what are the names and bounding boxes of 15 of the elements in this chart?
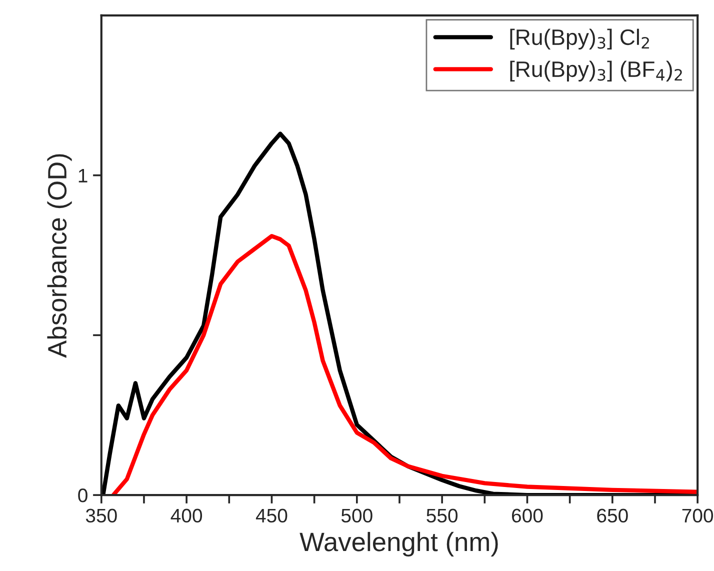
y-tick-label: 0 (78, 488, 88, 502)
legend-label: [Ru(Bpy)$_{3}$] Cl$_{2}$ (510, 28, 649, 50)
x-tick-label: 700 (682, 508, 714, 523)
x-tick-label: 400 (170, 508, 202, 523)
x-tick-label: 500 (341, 508, 372, 523)
x-tick-label: 600 (512, 508, 543, 523)
y-tick-label: 1 (78, 168, 88, 182)
x-tick-label: 350 (86, 508, 117, 523)
x-tick-label: 650 (597, 508, 628, 523)
line-series (111, 234, 698, 496)
x-tick-label: 450 (256, 508, 288, 523)
x-axis-title: Wavelenght (nm) (300, 532, 498, 557)
x-tick-label: 550 (426, 508, 458, 523)
legend-label: [Ru(Bpy)$_{3}$] (BF$_{4}$)$_{2}$ (510, 60, 682, 82)
y-axis-title: Absorbance (OD) (47, 154, 72, 358)
